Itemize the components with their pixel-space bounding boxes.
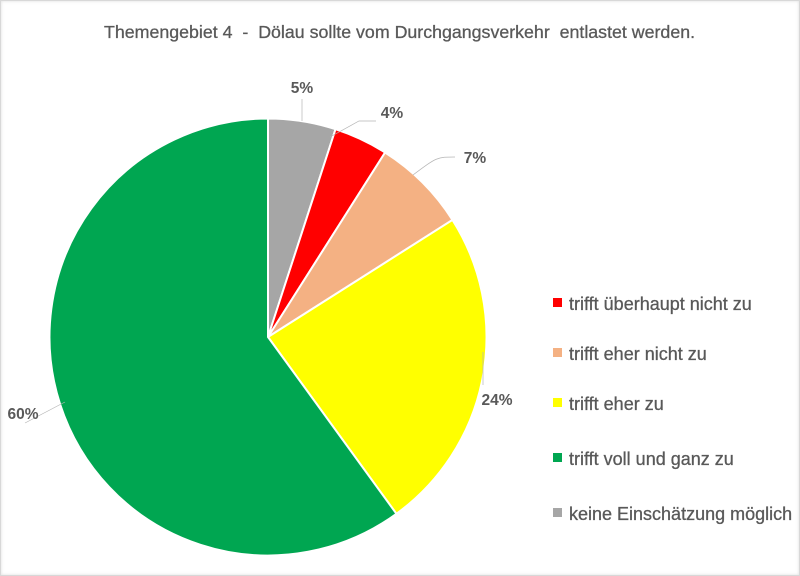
svg-text:24%: 24% xyxy=(481,392,512,409)
svg-text:60%: 60% xyxy=(7,406,38,423)
svg-text:5%: 5% xyxy=(291,80,314,97)
svg-text:4%: 4% xyxy=(381,105,404,122)
svg-text:7%: 7% xyxy=(464,150,487,167)
